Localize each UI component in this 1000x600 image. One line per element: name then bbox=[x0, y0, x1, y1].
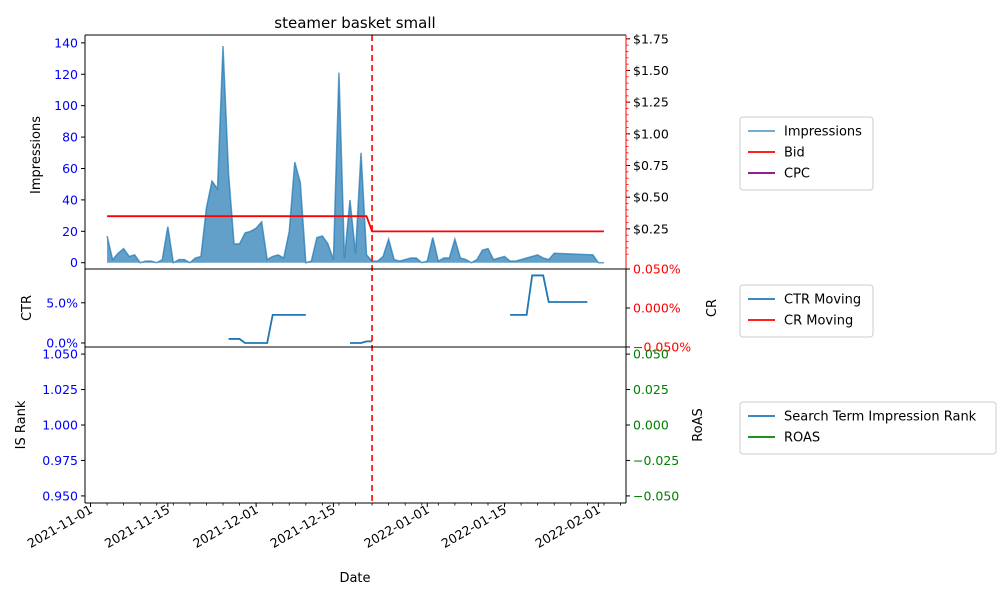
y-tick-label: 1.025 bbox=[42, 382, 78, 397]
x-tick-label: 2022-01-15 bbox=[439, 502, 509, 551]
y2-tick-label: $1.00 bbox=[633, 126, 669, 141]
y-tick-label: 5.0% bbox=[46, 295, 78, 310]
y-tick-label: 0.950 bbox=[42, 488, 78, 503]
y2-tick-label: 0.050 bbox=[633, 347, 669, 362]
y2-tick-label: $1.75 bbox=[633, 31, 669, 46]
ctr-moving-line bbox=[228, 313, 306, 344]
legend-label: Impressions bbox=[784, 125, 862, 140]
y-tick-label: 0.0% bbox=[46, 335, 78, 350]
x-tick-label: 2022-02-01 bbox=[532, 502, 602, 551]
y2-tick-label: 0.050% bbox=[633, 262, 681, 277]
legend-box bbox=[739, 284, 874, 338]
bid-line bbox=[107, 215, 604, 233]
y2-tick-label: $0.50 bbox=[633, 190, 669, 205]
legend-label: Bid bbox=[784, 146, 805, 161]
y2-tick-label: $0.75 bbox=[633, 158, 669, 173]
y2-tick-label: $1.50 bbox=[633, 63, 669, 78]
y2-tick-label: 0.000 bbox=[633, 418, 669, 433]
legend-label: ROAS bbox=[784, 431, 820, 446]
y-tick-label: 0 bbox=[70, 255, 78, 270]
ylabel-ctr: CTR bbox=[20, 295, 35, 321]
legend-label: CTR Moving bbox=[784, 293, 861, 308]
y2-tick-label: −0.050 bbox=[633, 488, 679, 503]
plot-fills bbox=[107, 45, 604, 263]
ylabel-roas: RoAS bbox=[691, 408, 706, 442]
y2-tick-label: 0.025 bbox=[633, 382, 669, 397]
chart-title: steamer basket small bbox=[274, 14, 435, 32]
y-tick-label: 80 bbox=[62, 130, 78, 145]
ylabel-impressions: Impressions bbox=[29, 116, 44, 194]
x-tick-label: 2021-11-01 bbox=[25, 502, 95, 551]
axis-labels: Impressions CTR CR IS Rank RoAS Date bbox=[14, 116, 720, 586]
y2-tick-label: $1.25 bbox=[633, 95, 669, 110]
y-tick-label: 140 bbox=[54, 35, 78, 50]
y-tick-label: 1.000 bbox=[42, 418, 78, 433]
ctr-moving-line bbox=[510, 274, 588, 316]
y-tick-label: 1.050 bbox=[42, 347, 78, 362]
y2-tick-label: −0.050% bbox=[633, 340, 691, 355]
y-tick-label: 40 bbox=[62, 192, 78, 207]
legend-box bbox=[739, 116, 874, 191]
legend-label: Search Term Impression Rank bbox=[784, 410, 977, 425]
y-tick-label: 60 bbox=[62, 161, 78, 176]
impressions-area bbox=[107, 45, 604, 263]
y2-tick-label: −0.025 bbox=[633, 453, 679, 468]
legends: Impressions Bid CPC CTR Moving CR Moving Sear… bbox=[739, 116, 997, 455]
x-tick-label: 2022-01-01 bbox=[361, 502, 431, 551]
y-tick-label: 20 bbox=[62, 224, 78, 239]
x-tick-label: 2021-12-01 bbox=[190, 502, 260, 551]
y-tick-label: 0.975 bbox=[42, 453, 78, 468]
impressions-line bbox=[106, 45, 604, 264]
y-tick-label: 100 bbox=[54, 98, 78, 113]
legend-label: CR Moving bbox=[784, 314, 853, 329]
ylabel-cr: CR bbox=[705, 299, 720, 317]
y2-tick-label: 0.000% bbox=[633, 301, 681, 316]
plot-lines bbox=[106, 45, 604, 344]
ylabel-is-rank: IS Rank bbox=[14, 400, 29, 449]
panel-frames bbox=[84, 34, 627, 504]
legend-box bbox=[739, 401, 997, 455]
ctr-moving-line bbox=[349, 340, 373, 344]
legend-label: CPC bbox=[784, 167, 810, 182]
y-tick-label: 120 bbox=[54, 67, 78, 82]
xlabel-date: Date bbox=[339, 571, 370, 586]
axis-ticks: 0 20 40 60 80 100 120 140 $0.25 $0.50 $0.75 $1.00 $1… bbox=[25, 31, 692, 551]
y2-tick-label: $0.25 bbox=[633, 221, 669, 236]
x-tick-label: 2021-11-15 bbox=[102, 502, 172, 551]
x-tick-label: 2021-12-15 bbox=[267, 502, 337, 551]
